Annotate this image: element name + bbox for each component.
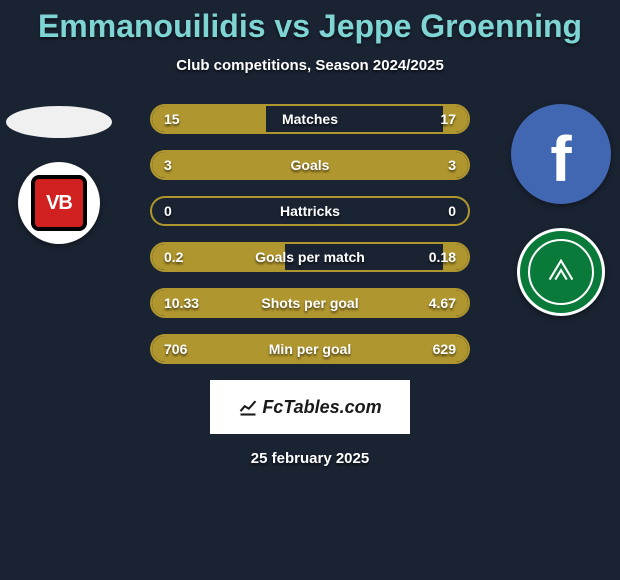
stat-row: 0Hattricks0 (150, 196, 470, 226)
stat-value-right: 17 (440, 111, 456, 127)
player-avatar-placeholder (6, 106, 112, 138)
left-player-column (4, 104, 114, 244)
stat-row: 0.2Goals per match0.18 (150, 242, 470, 272)
stat-row: 15Matches17 (150, 104, 470, 134)
stat-value-right: 3 (448, 157, 456, 173)
chart-icon (238, 397, 258, 417)
viborg-badge-icon (542, 253, 580, 291)
brand-text: FcTables.com (262, 397, 381, 418)
stat-value-right: 4.67 (429, 295, 456, 311)
stat-value-right: 0.18 (429, 249, 456, 265)
footer-date: 25 february 2025 (0, 450, 620, 467)
page-title: Emmanouilidis vs Jeppe Groenning (0, 0, 620, 45)
stat-label: Shots per goal (152, 295, 468, 311)
stat-label: Goals per match (152, 249, 468, 265)
stat-label: Hattricks (152, 203, 468, 219)
stat-value-right: 629 (433, 341, 456, 357)
stat-label: Matches (152, 111, 468, 127)
facebook-icon[interactable] (511, 104, 611, 204)
right-player-column (506, 104, 616, 316)
stat-label: Min per goal (152, 341, 468, 357)
stat-row: 3Goals3 (150, 150, 470, 180)
comparison-content: 15Matches17 3Goals3 0Hattricks0 0.2Goals pe… (0, 104, 620, 364)
stat-label: Goals (152, 157, 468, 173)
stat-row: 10.33Shots per goal4.67 (150, 288, 470, 318)
brand-footer[interactable]: FcTables.com (210, 380, 410, 434)
subtitle: Club competitions, Season 2024/2025 (0, 57, 620, 74)
vb-badge-icon (31, 175, 87, 231)
stat-row: 706Min per goal629 (150, 334, 470, 364)
club-badge-left (18, 162, 100, 244)
stat-value-right: 0 (448, 203, 456, 219)
stats-table: 15Matches17 3Goals3 0Hattricks0 0.2Goals pe… (150, 104, 470, 364)
club-badge-right (517, 228, 605, 316)
